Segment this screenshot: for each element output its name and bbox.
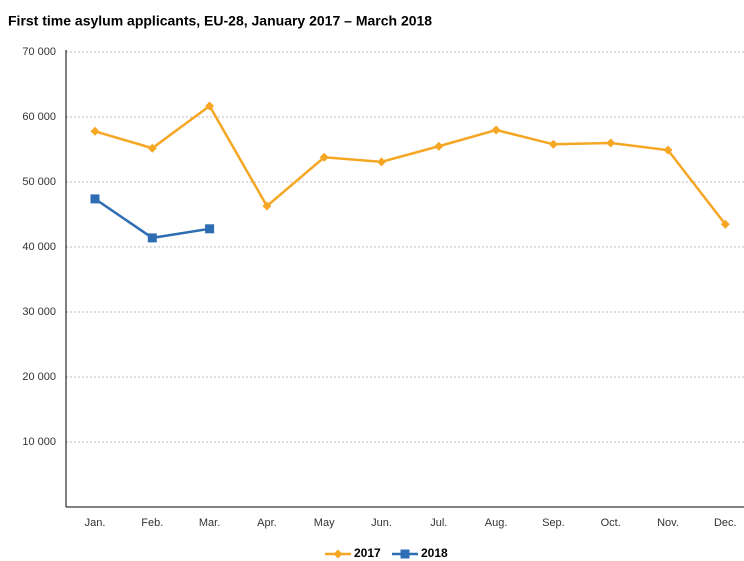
x-tick-label: Jun. <box>371 517 392 529</box>
x-tick-label: Jan. <box>85 517 106 529</box>
x-tick-label: Oct. <box>601 517 621 529</box>
y-tick-label: 60 000 <box>22 111 56 123</box>
x-tick-label: Nov. <box>657 517 679 529</box>
marker <box>205 224 215 234</box>
x-tick-label: Apr. <box>257 517 277 529</box>
legend-label: 2018 <box>421 546 448 560</box>
x-tick-label: Jul. <box>430 517 447 529</box>
marker <box>333 549 343 559</box>
marker <box>262 201 272 211</box>
series-line <box>94 104 727 226</box>
marker <box>147 233 157 243</box>
series-line <box>94 197 210 240</box>
y-tick-label: 40 000 <box>22 241 56 253</box>
x-tick-label: May <box>314 517 335 529</box>
marker <box>548 139 558 149</box>
x-tick-label: Mar. <box>199 517 220 529</box>
marker <box>663 145 673 155</box>
x-tick-label: Sep. <box>542 517 565 529</box>
x-tick-label: Feb. <box>141 517 163 529</box>
y-tick-label: 50 000 <box>22 176 56 188</box>
marker <box>720 219 730 229</box>
marker <box>147 143 157 153</box>
y-tick-label: 70 000 <box>22 46 56 58</box>
marker <box>400 549 410 559</box>
marker <box>90 194 100 204</box>
y-tick-label: 20 000 <box>22 371 56 383</box>
marker <box>205 101 215 111</box>
chart-title: First time asylum applicants, EU-28, Jan… <box>8 13 432 29</box>
marker <box>377 157 386 167</box>
legend-label: 2017 <box>354 546 381 560</box>
x-tick-label: Dec. <box>714 517 737 529</box>
y-tick-label: 10 000 <box>22 436 56 448</box>
marker <box>434 141 444 151</box>
marker <box>90 126 100 136</box>
x-tick-label: Aug. <box>485 517 508 529</box>
marker <box>491 125 501 135</box>
y-tick-label: 30 000 <box>22 306 56 318</box>
marker <box>319 152 329 162</box>
marker <box>606 138 616 148</box>
